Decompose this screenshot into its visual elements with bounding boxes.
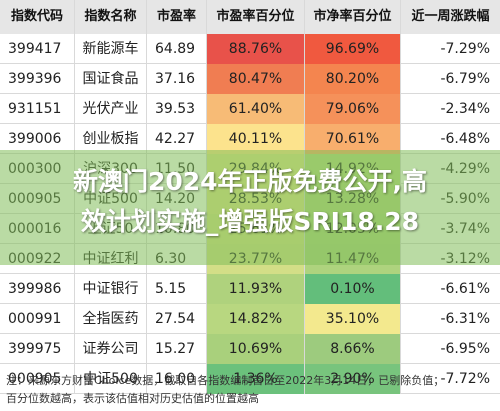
week-change-cell: -6.31% bbox=[440, 311, 490, 327]
index-code-cell: 000991 bbox=[0, 304, 75, 334]
watermark-line-2: 效计划实施_增强版SRI18.28 bbox=[80, 207, 420, 236]
pe-percentile-cell: 61.40% bbox=[207, 94, 305, 124]
table-row: 931151 光伏产业 39.53 61.40% 79.06% -2.34% bbox=[0, 94, 500, 124]
pb-percentile-cell: 80.20% bbox=[305, 64, 401, 94]
footnote-line-1: 注：来源东方财富Choice数据，截取自各指数编制首日至2022年3月14日，已… bbox=[6, 374, 445, 387]
table-row: 399986 中证银行 5.15 11.93% 0.10% -6.61% bbox=[0, 274, 500, 304]
pb-percentile-cell: 70.61% bbox=[305, 124, 401, 154]
pb-percentile-cell: 96.69% bbox=[305, 34, 401, 64]
index-name-cell: 创业板指 bbox=[75, 124, 147, 154]
week-change-cell: -6.61% bbox=[440, 281, 490, 297]
pb-percentile-cell: 2.90% bbox=[305, 364, 401, 394]
week-change-cell: -2.34% bbox=[440, 101, 490, 117]
pe-percentile-cell: 40.11% bbox=[207, 124, 305, 154]
pe-percentile-cell: 11.93% bbox=[207, 274, 305, 304]
table-row: 399975 证券公司 15.27 10.69% 8.66% -6.95% bbox=[0, 334, 500, 364]
pe-cell: 42.27 bbox=[147, 124, 207, 154]
index-code-cell: 399396 bbox=[0, 64, 75, 94]
pe-percentile-cell: 88.76% bbox=[207, 34, 305, 64]
pb-percentile-cell: 8.66% bbox=[305, 334, 401, 364]
week-change-cell: -6.95% bbox=[440, 341, 490, 357]
pe-cell: 39.53 bbox=[147, 94, 207, 124]
index-name-cell: 光伏产业 bbox=[75, 94, 147, 124]
index-name-cell: 中证500 bbox=[75, 364, 147, 394]
pe-cell: 64.89 bbox=[147, 34, 207, 64]
footnote: 注：来源东方财富Choice数据，截取自各指数编制首日至2022年3月14日，已… bbox=[6, 372, 496, 408]
index-code-cell: 399417 bbox=[0, 34, 75, 64]
pb-percentile-cell: 35.10% bbox=[305, 304, 401, 334]
table-header-row: 指数代码 指数名称 市盈率 市盈率百分位 市净率百分位 近一周涨跌幅 bbox=[0, 0, 500, 34]
pb-percentile-cell: 79.06% bbox=[305, 94, 401, 124]
pe-cell: 37.16 bbox=[147, 64, 207, 94]
pb-percentile-cell: 0.10% bbox=[305, 274, 401, 304]
table-row: 399417 新能源车 64.89 88.76% 96.69% -7.29% bbox=[0, 34, 500, 64]
index-name-cell: 证券公司 bbox=[75, 334, 147, 364]
index-name-cell: 中证银行 bbox=[75, 274, 147, 304]
header-index-name: 指数名称 bbox=[75, 0, 147, 34]
header-pe: 市盈率 bbox=[147, 0, 207, 34]
watermark-banner bbox=[0, 150, 500, 265]
pe-cell: 27.54 bbox=[147, 304, 207, 334]
pe-percentile-cell: 80.47% bbox=[207, 64, 305, 94]
header-pb-percentile: 市净率百分位 bbox=[305, 0, 401, 34]
week-change-cell: -7.29% bbox=[440, 41, 490, 57]
week-change-cell: -6.48% bbox=[440, 131, 490, 147]
watermark-line-1: 新澳门2024年正版免费公开,高 bbox=[72, 167, 428, 196]
footnote-line-2: 百分位数越高，表示该估值相对历史估值的位置越高 bbox=[6, 392, 259, 405]
pe-cell: 5.15 bbox=[147, 274, 207, 304]
pe-percentile-cell: 1.36% bbox=[207, 364, 305, 394]
pe-cell: 15.27 bbox=[147, 334, 207, 364]
index-name-cell: 国证食品 bbox=[75, 64, 147, 94]
pe-percentile-cell: 14.82% bbox=[207, 304, 305, 334]
header-week-change: 近一周涨跌幅 bbox=[401, 0, 500, 34]
index-name-cell: 新能源车 bbox=[75, 34, 147, 64]
table-row: 000905 中证500 16.00 1.36% 2.90% -7.72% bbox=[0, 364, 500, 394]
table-row: 399396 国证食品 37.16 80.47% 80.20% -6.79% bbox=[0, 64, 500, 94]
index-code-cell: 399975 bbox=[0, 334, 75, 364]
header-pe-percentile: 市盈率百分位 bbox=[207, 0, 305, 34]
pe-cell: 16.00 bbox=[147, 364, 207, 394]
watermark-text: 新澳门2024年正版免费公开,高 效计划实施_增强版SRI18.28 bbox=[0, 162, 500, 242]
index-name-cell: 全指医药 bbox=[75, 304, 147, 334]
table-row: 000991 全指医药 27.54 14.82% 35.10% -6.31% bbox=[0, 304, 500, 334]
pe-percentile-cell: 10.69% bbox=[207, 334, 305, 364]
index-code-cell: 399986 bbox=[0, 274, 75, 304]
index-code-cell: 931151 bbox=[0, 94, 75, 124]
week-change-cell: -6.79% bbox=[440, 71, 490, 87]
header-index-code: 指数代码 bbox=[0, 0, 75, 34]
index-code-cell: 000905 bbox=[0, 364, 75, 394]
index-code-cell: 399006 bbox=[0, 124, 75, 154]
week-change-cell: -7.72% bbox=[440, 371, 490, 387]
